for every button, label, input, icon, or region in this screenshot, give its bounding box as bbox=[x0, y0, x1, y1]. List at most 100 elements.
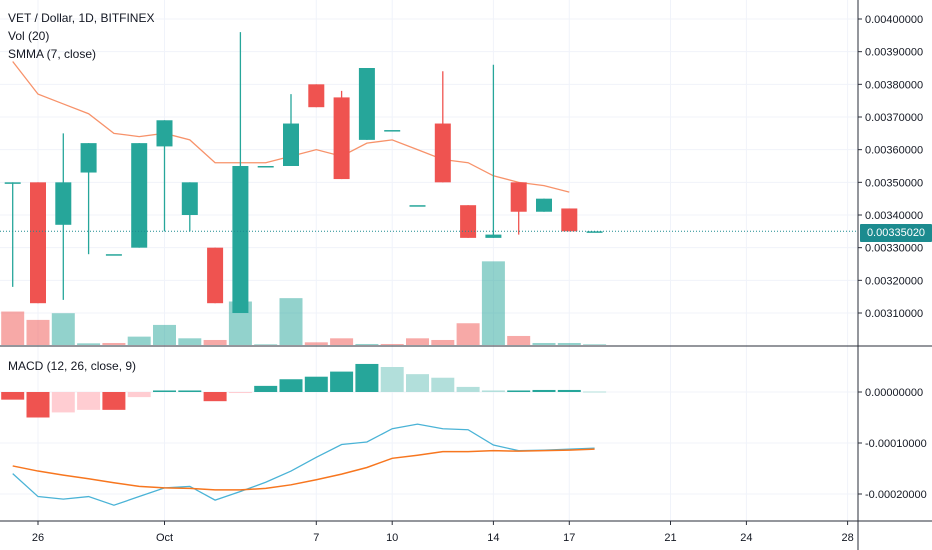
macd-histogram-bar bbox=[1, 392, 25, 400]
candle-body bbox=[257, 166, 274, 168]
macd-legend: MACD (12, 26, close, 9) bbox=[8, 357, 136, 375]
price-tick-label: 0.00310000 bbox=[865, 308, 923, 320]
candle-body bbox=[283, 123, 299, 166]
candle-body bbox=[485, 234, 502, 238]
macd-tick-label: 0.00000000 bbox=[865, 387, 923, 399]
candle-body bbox=[409, 205, 426, 207]
last-price-tag: 0.00335020 bbox=[860, 224, 932, 242]
candle-body bbox=[131, 143, 148, 248]
macd-histogram-bar bbox=[380, 367, 404, 392]
macd-histogram-bar bbox=[355, 363, 379, 392]
candle-body bbox=[561, 208, 578, 232]
macd-histogram-bar bbox=[254, 385, 278, 392]
volume-bar bbox=[77, 343, 101, 345]
macd-histogram-bar bbox=[77, 392, 101, 410]
macd-histogram-bar bbox=[51, 392, 75, 413]
volume-bar bbox=[330, 338, 354, 345]
date-tick-label: Oct bbox=[156, 532, 173, 544]
volume-legend-label[interactable]: Vol (20) bbox=[8, 29, 50, 43]
candle-body bbox=[460, 205, 477, 238]
candle-body bbox=[181, 182, 198, 215]
candle-body bbox=[308, 84, 325, 108]
smma-legend-label[interactable]: SMMA (7, close) bbox=[8, 47, 97, 61]
date-tick-label: 7 bbox=[313, 532, 319, 544]
macd-legend-label[interactable]: MACD (12, 26, close, 9) bbox=[8, 359, 137, 373]
volume-bar bbox=[456, 323, 480, 345]
volume-bar bbox=[127, 336, 151, 345]
volume-bar bbox=[355, 343, 379, 345]
price-tick-label: 0.00330000 bbox=[865, 243, 923, 255]
macd-line bbox=[12, 423, 595, 506]
price-tick-label: 0.00390000 bbox=[865, 47, 923, 59]
symbol-title[interactable]: VET / Dollar, 1D, BITFINEX bbox=[8, 11, 155, 25]
candle-body bbox=[30, 182, 46, 304]
macd-histogram-bar bbox=[304, 376, 328, 392]
date-tick-label: 26 bbox=[32, 532, 44, 544]
macd-histogram-bar bbox=[330, 371, 354, 392]
volume-bar bbox=[507, 335, 531, 345]
main-legend: VET / Dollar, 1D, BITFINEX Vol (20) SMMA… bbox=[8, 9, 154, 63]
date-tick-label: 21 bbox=[664, 532, 676, 544]
price-tick-label: 0.00350000 bbox=[865, 177, 923, 189]
volume-bar bbox=[102, 342, 126, 345]
candle-body bbox=[358, 68, 375, 140]
macd-tick-label: -0.00010000 bbox=[865, 438, 927, 450]
candle-body bbox=[384, 130, 401, 132]
volume-bar bbox=[153, 324, 176, 345]
candle-body bbox=[80, 143, 97, 173]
macd-histogram-bar bbox=[431, 377, 455, 392]
candle-body bbox=[536, 198, 552, 212]
macd-tick-label: -0.00020000 bbox=[865, 489, 927, 501]
macd-histogram-bar bbox=[26, 392, 50, 418]
candle-body bbox=[333, 97, 350, 180]
price-tick-label: 0.00400000 bbox=[865, 14, 923, 26]
candle-body bbox=[510, 182, 527, 212]
candle-body bbox=[156, 120, 173, 147]
signal-line bbox=[12, 448, 595, 491]
candle-body bbox=[55, 182, 72, 225]
candle-body bbox=[105, 254, 122, 256]
candle-body bbox=[434, 123, 451, 183]
volume-bar bbox=[380, 343, 404, 345]
date-tick-label: 14 bbox=[487, 532, 499, 544]
price-tick-label: 0.00320000 bbox=[865, 275, 923, 287]
macd-histogram-bar bbox=[127, 392, 151, 398]
volume-bar bbox=[178, 338, 202, 345]
macd-histogram-bar bbox=[153, 390, 176, 392]
volume-bar bbox=[254, 344, 278, 345]
macd-histogram-bar bbox=[279, 379, 303, 392]
volume-bar bbox=[557, 342, 581, 345]
volume-bar bbox=[532, 342, 556, 345]
price-tick-label: 0.00370000 bbox=[865, 112, 923, 124]
candle-body bbox=[207, 247, 224, 304]
price-tick-label: 0.00380000 bbox=[865, 79, 923, 91]
volume-bar bbox=[406, 338, 429, 345]
macd-histogram-bar bbox=[583, 391, 607, 393]
macd-histogram-bar bbox=[203, 392, 227, 402]
macd-histogram-bar bbox=[507, 390, 531, 392]
macd-histogram-bar bbox=[178, 390, 202, 392]
candle-body bbox=[232, 166, 249, 313]
macd-histogram-bar bbox=[102, 392, 126, 410]
price-tick-label: 0.00360000 bbox=[865, 145, 923, 157]
volume-bar bbox=[431, 339, 455, 345]
candle-body bbox=[4, 182, 21, 184]
macd-histogram-bar bbox=[481, 390, 505, 392]
volume-bar bbox=[1, 311, 25, 345]
volume-bar bbox=[203, 339, 227, 345]
volume-bar bbox=[481, 261, 505, 345]
price-tick-label: 0.00340000 bbox=[865, 210, 923, 222]
date-tick-label: 28 bbox=[841, 532, 853, 544]
macd-histogram-bar bbox=[406, 374, 429, 392]
macd-histogram-bar bbox=[228, 392, 252, 394]
volume-bar bbox=[51, 313, 75, 345]
macd-histogram-bar bbox=[456, 386, 480, 392]
date-tick-label: 17 bbox=[563, 532, 575, 544]
volume-bar bbox=[304, 342, 328, 345]
macd-histogram-bar bbox=[532, 389, 556, 392]
date-tick-label: 24 bbox=[740, 532, 752, 544]
volume-bar bbox=[26, 319, 50, 345]
macd-histogram-bar bbox=[557, 389, 581, 392]
